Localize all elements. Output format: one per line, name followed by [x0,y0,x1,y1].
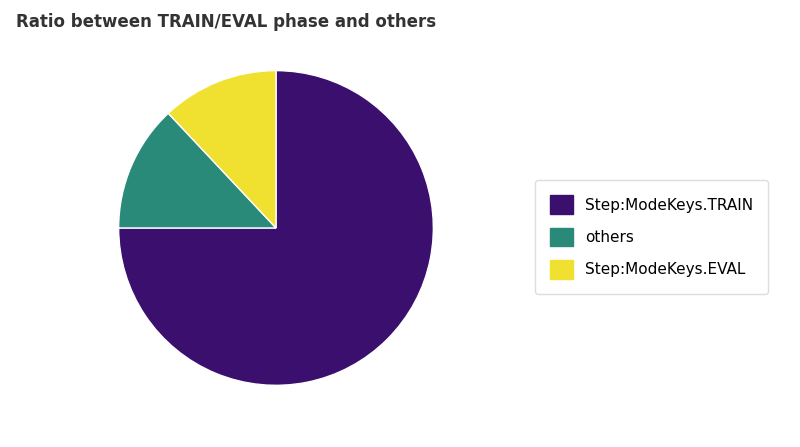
Wedge shape [118,113,276,228]
Legend: Step:ModeKeys.TRAIN, others, Step:ModeKeys.EVAL: Step:ModeKeys.TRAIN, others, Step:ModeKe… [534,180,768,294]
Wedge shape [118,71,434,385]
Text: Ratio between TRAIN/EVAL phase and others: Ratio between TRAIN/EVAL phase and other… [16,13,436,31]
Wedge shape [168,71,276,228]
